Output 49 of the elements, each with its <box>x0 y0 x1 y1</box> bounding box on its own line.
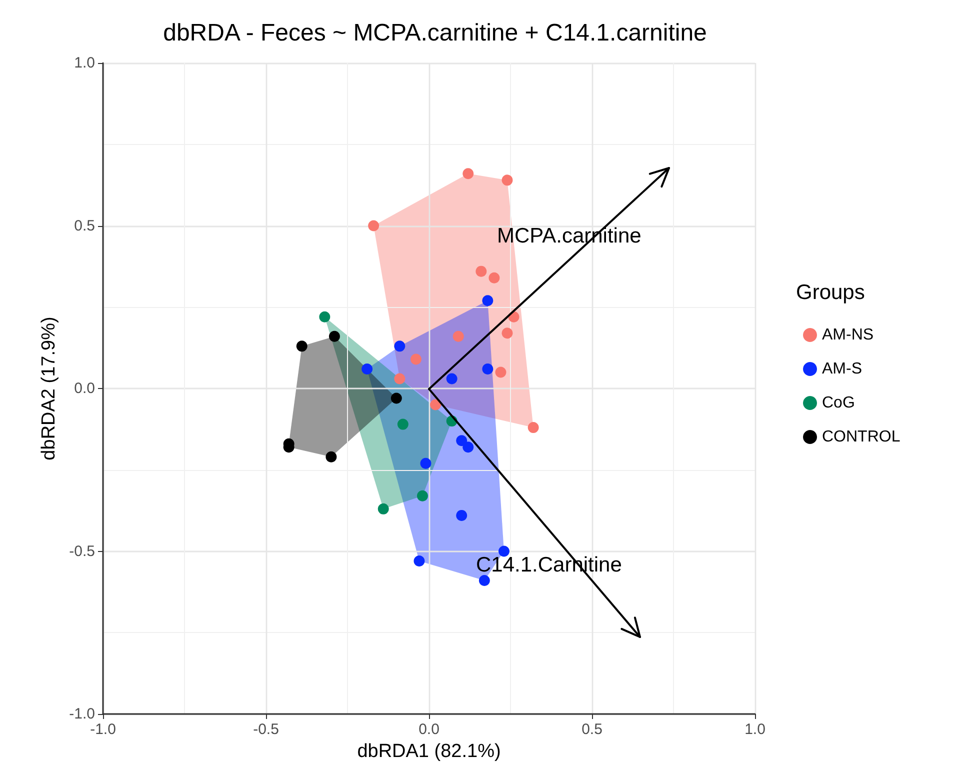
point <box>362 363 373 374</box>
x-tick-label: 0.0 <box>418 721 440 738</box>
point <box>478 575 490 586</box>
point <box>378 503 389 514</box>
chart-title: dbRDA - Feces ~ MCPA.carnitine + C14.1.carnitine <box>163 20 707 46</box>
y-tick-label: -0.5 <box>69 542 95 560</box>
y-axis-title: dbRDA2 (17.9%) <box>38 316 60 460</box>
point <box>482 295 494 306</box>
x-tick-label: 0.5 <box>582 721 602 738</box>
y-tick-label: 0.5 <box>74 217 95 234</box>
legend-label: AM-NS <box>822 326 874 344</box>
point <box>368 220 380 232</box>
legend-label: CoG <box>822 394 855 412</box>
point <box>414 556 425 567</box>
point <box>416 490 428 502</box>
x-tick-label: -1.0 <box>90 721 116 738</box>
x-tick-label: -0.5 <box>253 721 279 738</box>
point <box>420 458 432 469</box>
point <box>462 168 474 180</box>
point <box>528 422 539 434</box>
point <box>430 399 442 410</box>
point <box>397 418 408 430</box>
point <box>328 330 340 342</box>
y-tick-label: 0.0 <box>74 380 95 397</box>
point <box>452 330 464 342</box>
y-tick-label: -1.0 <box>69 706 95 722</box>
point <box>390 392 402 404</box>
y-tick-label: 1.0 <box>74 54 95 72</box>
x-axis-title: dbRDA1 (82.1%) <box>357 740 501 762</box>
point <box>502 328 513 339</box>
point <box>394 340 406 352</box>
point <box>394 373 406 384</box>
legend-title: Groups <box>796 281 865 304</box>
point <box>456 435 468 446</box>
legend-label: CONTROL <box>822 428 900 446</box>
point <box>502 174 513 186</box>
point <box>296 340 308 352</box>
point <box>446 373 458 384</box>
point <box>488 272 500 284</box>
x-tick-label: 1.0 <box>744 721 766 738</box>
point <box>410 354 422 365</box>
point <box>319 311 330 322</box>
point <box>456 510 468 521</box>
point <box>326 451 337 462</box>
point <box>482 363 494 374</box>
point <box>462 442 474 453</box>
point <box>476 266 487 277</box>
point <box>495 366 506 378</box>
legend-label: AM-S <box>822 360 862 378</box>
